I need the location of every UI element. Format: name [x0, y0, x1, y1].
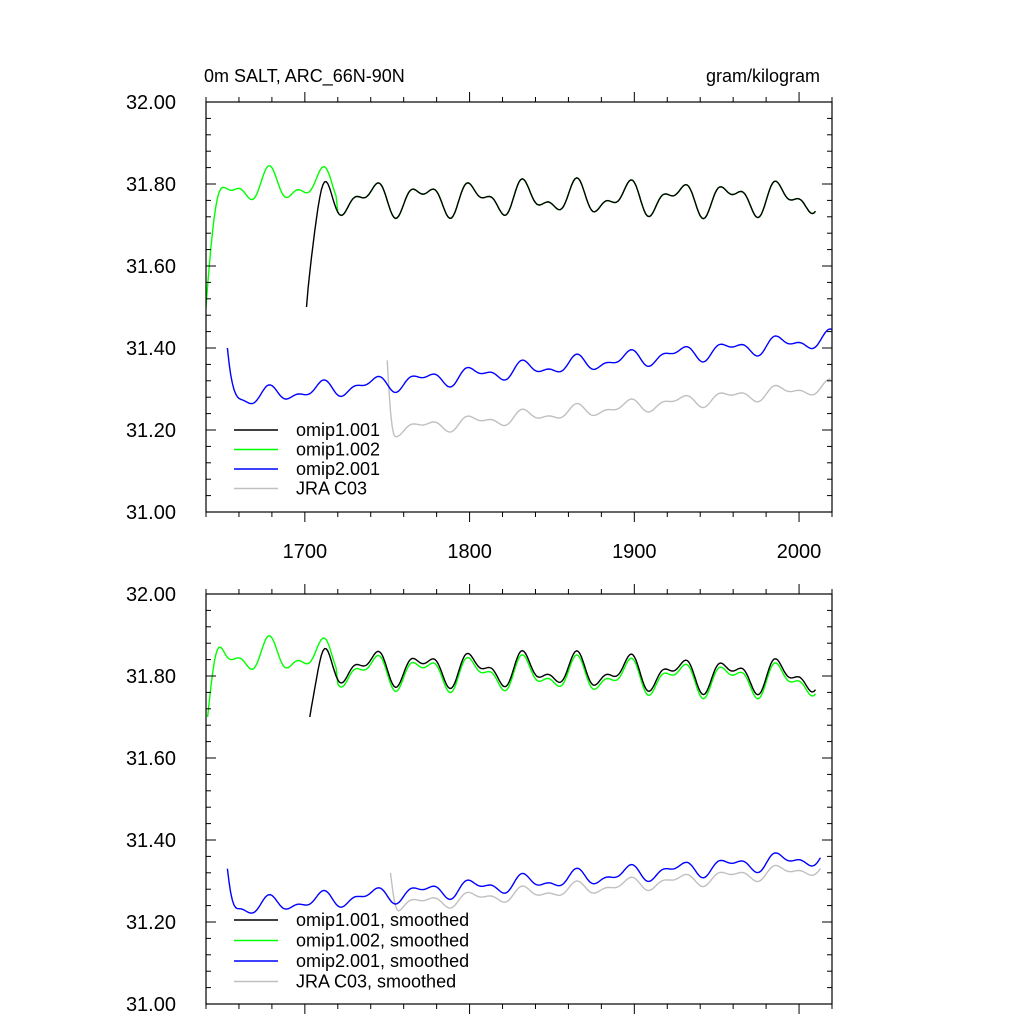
y-tick-label: 31.60: [126, 748, 176, 770]
series-line-0: [309, 647, 817, 718]
panel-bottom: 31.00 31.20 31.40 31.60 31.80 32.00 omip1.001,…: [126, 584, 833, 1016]
series-line-2: [226, 328, 832, 405]
legend-label: omip1.001, smoothed: [296, 910, 469, 930]
series-line-0: [305, 177, 817, 308]
y-tick-label: 31.80: [126, 174, 176, 196]
legend-label: omip2.001: [296, 459, 380, 479]
series-line-1: [206, 635, 817, 718]
series-line-2: [226, 852, 822, 914]
panel-top: 0m SALT, ARC_66N-90N gram/kilogram 31.00 31…: [126, 66, 833, 563]
y-tick-label: 31.20: [126, 912, 176, 934]
legend-label: JRA C03: [296, 479, 367, 499]
y-tick-label: 31.60: [126, 256, 176, 278]
plot-frame: [205, 101, 833, 513]
series-line-3: [386, 360, 831, 438]
x-tick-label: 1900: [612, 541, 657, 563]
y-tick-label: 32.00: [126, 92, 176, 114]
plot-frame: [205, 593, 833, 1005]
y-tick-label: 31.00: [126, 994, 176, 1016]
chart-title: 0m SALT, ARC_66N-90N: [204, 66, 405, 87]
y-tick-label: 31.80: [126, 666, 176, 688]
y-tick-label: 31.00: [126, 502, 176, 524]
legend-label: omip1.002: [296, 440, 380, 460]
series-line-1: [206, 165, 817, 308]
x-tick-label: 2000: [777, 541, 822, 563]
y-tick-label: 32.00: [126, 584, 176, 606]
series-line-3: [389, 864, 822, 912]
y-tick-label: 31.20: [126, 420, 176, 442]
units-label: gram/kilogram: [706, 66, 820, 86]
legend-label: omip2.001, smoothed: [296, 951, 469, 971]
legend-label: omip1.002, smoothed: [296, 931, 469, 951]
legend-label: omip1.001: [296, 420, 380, 440]
x-tick-label: 1700: [283, 541, 328, 563]
y-tick-label: 31.40: [126, 338, 176, 360]
legend-label: JRA C03, smoothed: [296, 972, 456, 992]
x-tick-label: 1800: [447, 541, 492, 563]
y-tick-label: 31.40: [126, 830, 176, 852]
